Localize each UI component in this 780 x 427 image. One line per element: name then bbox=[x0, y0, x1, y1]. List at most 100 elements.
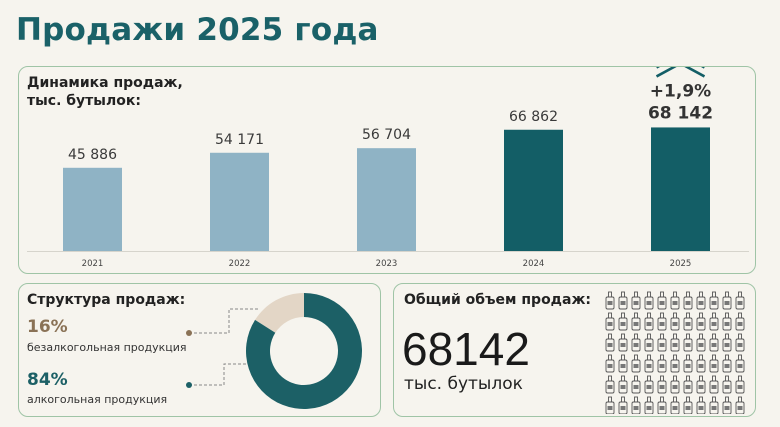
bottle-icon bbox=[605, 354, 615, 373]
bottle-icon bbox=[605, 291, 615, 310]
tick-label-2022: 2022 bbox=[229, 259, 251, 269]
bottle-icon bbox=[618, 375, 628, 394]
bottle-icon bbox=[709, 354, 719, 373]
bottle-icon bbox=[670, 375, 680, 394]
bottle-icon bbox=[657, 396, 667, 414]
sales-dynamics-panel: 45 886 2021 54 171 2022 56 704 2023 66 862 2024… bbox=[18, 66, 756, 274]
bottle-icon bbox=[722, 291, 732, 310]
sales-bar-chart: 45 886 2021 54 171 2022 56 704 2023 66 862 2024… bbox=[27, 67, 749, 269]
bar-2021 bbox=[63, 167, 122, 251]
bottle-icon bbox=[709, 375, 719, 394]
sales-structure-donut bbox=[186, 293, 362, 409]
value-label-2021: 45 886 bbox=[68, 147, 117, 163]
donut-slice-alcoholic bbox=[246, 293, 362, 409]
bottle-icon bbox=[696, 291, 706, 310]
total-sales-panel: Общий объем продаж: 68142 тыс. бутылок bbox=[393, 283, 756, 417]
sales-structure-panel: Структура продаж: 16% безалкогольная про… bbox=[18, 283, 381, 417]
tick-label-2023: 2023 bbox=[376, 259, 398, 269]
bottle-icon bbox=[683, 375, 693, 394]
bottle-icon bbox=[670, 354, 680, 373]
value-label-2022: 54 171 bbox=[215, 132, 264, 148]
total-sales-title: Общий объем продаж: bbox=[404, 292, 591, 308]
double-chevron-up-icon bbox=[655, 67, 706, 78]
sales-dynamics-title-line-2: тыс. бутылок: bbox=[27, 93, 141, 109]
bottle-icon bbox=[605, 312, 615, 331]
bottle-icon bbox=[683, 333, 693, 352]
tick-label-2021: 2021 bbox=[82, 259, 104, 269]
bottle-icon bbox=[644, 396, 654, 414]
bottle-icon bbox=[657, 333, 667, 352]
page-title: Продажи 2025 года bbox=[16, 12, 379, 48]
tick-label-2025: 2025 bbox=[670, 259, 692, 269]
alcoholic-label: алкогольная продукция bbox=[27, 393, 168, 406]
bottle-icon bbox=[709, 396, 719, 414]
bottle-icon bbox=[735, 312, 745, 331]
bottle-icon bbox=[618, 291, 628, 310]
bottle-icon bbox=[696, 333, 706, 352]
bottle-icon bbox=[644, 354, 654, 373]
bottle-icon bbox=[631, 291, 641, 310]
connector-non-alcoholic bbox=[189, 308, 259, 334]
bottle-icon bbox=[644, 291, 654, 310]
bottle-icon bbox=[657, 312, 667, 331]
connector-dot-non-alcoholic bbox=[186, 330, 192, 336]
donut-slice-non-alcoholic bbox=[255, 293, 304, 333]
bottle-icon bbox=[605, 396, 615, 414]
value-label-2025: 68 142 bbox=[648, 103, 713, 123]
sales-dynamics-title-line-1: Динамика продаж, bbox=[27, 75, 183, 91]
bottle-icon-grid bbox=[605, 291, 745, 414]
bottle-icon bbox=[722, 354, 732, 373]
bottle-icon bbox=[735, 333, 745, 352]
sales-structure-title: Структура продаж: bbox=[27, 292, 186, 308]
growth-annotation: +1,9% bbox=[650, 81, 711, 101]
value-label-2023: 56 704 bbox=[362, 127, 411, 143]
bottle-icon bbox=[722, 333, 732, 352]
bottle-icon bbox=[670, 396, 680, 414]
bottle-icon bbox=[735, 291, 745, 310]
connector-alcoholic bbox=[189, 363, 247, 386]
value-label-2024: 66 862 bbox=[509, 109, 558, 125]
bar-2025 bbox=[651, 127, 710, 251]
bottle-icon bbox=[735, 354, 745, 373]
bottle-icon bbox=[618, 333, 628, 352]
bottle-icon bbox=[696, 396, 706, 414]
bottle-icon bbox=[683, 354, 693, 373]
connector-dot-alcoholic bbox=[186, 382, 192, 388]
bottle-icon bbox=[735, 396, 745, 414]
alcoholic-percent: 84% bbox=[27, 370, 68, 390]
bottle-icon bbox=[644, 312, 654, 331]
bottle-icon bbox=[657, 354, 667, 373]
bottle-icon bbox=[618, 354, 628, 373]
bottle-icon bbox=[683, 396, 693, 414]
bottle-icon bbox=[670, 333, 680, 352]
bottle-icon bbox=[709, 333, 719, 352]
bottle-icon bbox=[618, 312, 628, 331]
bottle-icon bbox=[618, 396, 628, 414]
bottle-icon bbox=[683, 291, 693, 310]
bottle-icon bbox=[709, 312, 719, 331]
bar-2023 bbox=[357, 148, 416, 251]
bottle-icon bbox=[605, 333, 615, 352]
bar-2022 bbox=[210, 152, 269, 251]
bottle-icon bbox=[631, 333, 641, 352]
sales-dynamics-title: Динамика продаж, тыс. бутылок: bbox=[27, 74, 183, 110]
bottle-icon bbox=[722, 396, 732, 414]
bottle-icon bbox=[605, 375, 615, 394]
total-sales-unit: тыс. бутылок bbox=[404, 374, 523, 394]
bottle-icon bbox=[696, 354, 706, 373]
bottle-icon bbox=[722, 312, 732, 331]
total-sales-value: 68142 bbox=[402, 323, 530, 375]
bottle-icon bbox=[631, 375, 641, 394]
bottle-icon bbox=[644, 375, 654, 394]
bottle-icon bbox=[709, 291, 719, 310]
bottle-icon bbox=[670, 312, 680, 331]
non-alcoholic-percent: 16% bbox=[27, 317, 68, 337]
non-alcoholic-label: безалкогольная продукция bbox=[27, 341, 187, 354]
bottle-icon bbox=[644, 333, 654, 352]
bottle-icon bbox=[696, 375, 706, 394]
bar-2024 bbox=[504, 129, 563, 251]
bottle-icon bbox=[631, 354, 641, 373]
bottle-icon bbox=[683, 312, 693, 331]
bottle-icon bbox=[735, 375, 745, 394]
bottle-icon bbox=[631, 396, 641, 414]
